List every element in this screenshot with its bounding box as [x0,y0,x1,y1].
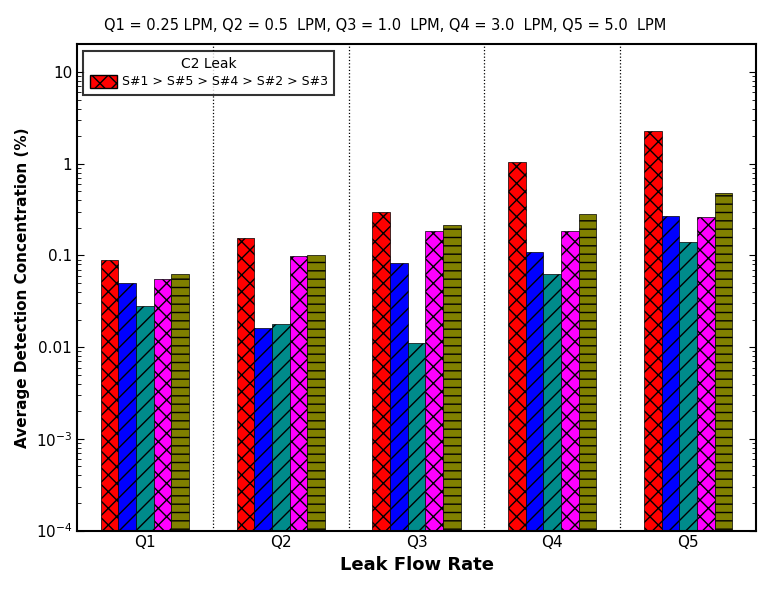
Bar [237,238,254,589]
Bar [561,231,579,589]
Bar [544,274,561,589]
Bar [272,324,290,589]
Bar [136,306,153,589]
Bar [119,283,136,589]
Bar [390,263,408,589]
Bar [579,214,597,589]
Bar [372,211,390,589]
Bar [644,131,662,589]
Y-axis label: Average Detection Concentration (%): Average Detection Concentration (%) [15,127,30,448]
Bar [715,193,732,589]
Bar [679,242,697,589]
Bar [526,252,544,589]
Bar [171,274,189,589]
Bar [443,225,460,589]
Bar [290,256,307,589]
Bar [101,260,119,589]
Bar [697,217,715,589]
Bar [662,216,679,589]
Text: Q1 = 0.25 LPM, Q2 = 0.5  LPM, Q3 = 1.0  LPM, Q4 = 3.0  LPM, Q5 = 5.0  LPM: Q1 = 0.25 LPM, Q2 = 0.5 LPM, Q3 = 1.0 LP… [104,18,667,32]
Bar [153,279,171,589]
Bar [408,343,426,589]
Bar [426,231,443,589]
Bar [508,162,526,589]
Bar [254,329,272,589]
Bar [307,256,325,589]
X-axis label: Leak Flow Rate: Leak Flow Rate [339,556,493,574]
Legend: S#1 > S#5 > S#4 > S#2 > S#3: S#1 > S#5 > S#4 > S#2 > S#3 [83,51,335,95]
